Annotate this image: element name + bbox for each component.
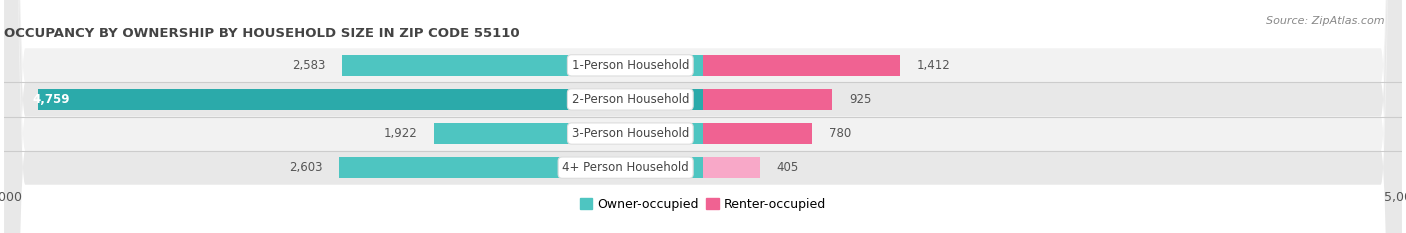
Bar	[703, 89, 832, 110]
Text: 925: 925	[849, 93, 872, 106]
FancyBboxPatch shape	[4, 0, 1402, 233]
Text: 4+ Person Household: 4+ Person Household	[562, 161, 689, 174]
Legend: Owner-occupied, Renter-occupied: Owner-occupied, Renter-occupied	[579, 198, 827, 211]
Text: 780: 780	[828, 127, 851, 140]
Text: 1,922: 1,922	[384, 127, 418, 140]
Text: 1,412: 1,412	[917, 59, 950, 72]
Bar	[434, 123, 703, 144]
Text: 4,759: 4,759	[32, 93, 70, 106]
Text: OCCUPANCY BY OWNERSHIP BY HOUSEHOLD SIZE IN ZIP CODE 55110: OCCUPANCY BY OWNERSHIP BY HOUSEHOLD SIZE…	[4, 27, 520, 40]
Text: 2,603: 2,603	[290, 161, 322, 174]
Text: 405: 405	[776, 161, 799, 174]
FancyBboxPatch shape	[4, 0, 1402, 233]
Text: Source: ZipAtlas.com: Source: ZipAtlas.com	[1267, 16, 1385, 26]
Bar	[342, 55, 703, 76]
Text: 3-Person Household: 3-Person Household	[572, 127, 689, 140]
FancyBboxPatch shape	[4, 0, 1402, 233]
Bar	[703, 55, 900, 76]
Text: 2,583: 2,583	[292, 59, 325, 72]
Text: 2-Person Household: 2-Person Household	[571, 93, 689, 106]
Bar	[339, 157, 703, 178]
Bar	[38, 89, 703, 110]
Text: 1-Person Household: 1-Person Household	[571, 59, 689, 72]
Bar	[703, 157, 759, 178]
FancyBboxPatch shape	[4, 0, 1402, 233]
Bar	[703, 123, 813, 144]
